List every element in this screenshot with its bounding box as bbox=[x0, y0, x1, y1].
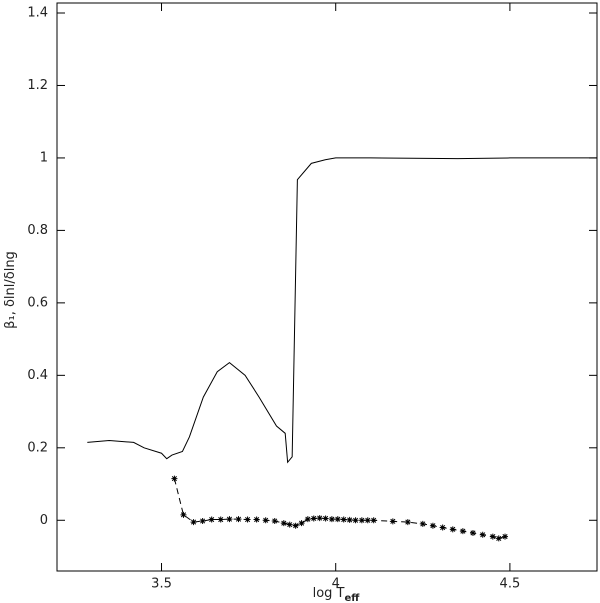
y-tick-label: 0.4 bbox=[27, 368, 48, 383]
x-tick-label: 4.5 bbox=[500, 577, 521, 592]
y-tick-label: 0.2 bbox=[27, 440, 48, 455]
asterisk-marker bbox=[304, 516, 311, 523]
x-label-sub: eff bbox=[345, 593, 361, 603]
asterisk-marker bbox=[217, 516, 224, 523]
asterisk-marker bbox=[253, 516, 260, 523]
y-tick-label: 0 bbox=[40, 513, 48, 528]
asterisk-marker bbox=[404, 519, 411, 526]
asterisk-marker bbox=[286, 521, 293, 528]
y-tick-label: 0.6 bbox=[27, 295, 48, 310]
asterisk-marker bbox=[328, 516, 335, 523]
asterisk-marker bbox=[340, 516, 347, 523]
asterisk-marker bbox=[459, 528, 466, 535]
y-tick-label: 1.2 bbox=[27, 78, 48, 93]
asterisk-marker bbox=[419, 520, 426, 527]
asterisk-marker bbox=[389, 518, 396, 525]
asterisk-marker bbox=[364, 517, 371, 524]
asterisk-marker bbox=[171, 475, 178, 482]
asterisk-marker bbox=[469, 529, 476, 536]
asterisk-marker bbox=[346, 516, 353, 523]
asterisk-marker bbox=[489, 533, 496, 540]
x-axis-label: log Teff bbox=[313, 586, 361, 603]
asterisk-marker bbox=[429, 522, 436, 529]
asterisk-marker bbox=[334, 516, 341, 523]
asterisk-marker bbox=[271, 517, 278, 524]
asterisk-marker bbox=[316, 515, 323, 522]
asterisk-marker bbox=[235, 516, 242, 523]
y-axis-label: β₁, δlnl/δlng bbox=[3, 251, 18, 329]
asterisk-marker bbox=[244, 516, 251, 523]
x-tick-label: 4 bbox=[332, 577, 340, 592]
asterisk-marker bbox=[310, 515, 317, 522]
asterisk-marker bbox=[280, 520, 287, 527]
asterisk-marker bbox=[190, 519, 197, 526]
asterisk-marker bbox=[292, 522, 299, 529]
x-tick-label: 3.5 bbox=[151, 577, 172, 592]
x-label-main: log T bbox=[313, 586, 345, 601]
asterisk-marker bbox=[352, 517, 359, 524]
y-tick-label: 1 bbox=[40, 150, 48, 165]
asterisk-marker bbox=[479, 531, 486, 538]
asterisk-marker bbox=[180, 511, 187, 518]
asterisk-marker bbox=[208, 516, 215, 523]
asterisk-marker bbox=[495, 535, 502, 542]
asterisk-marker bbox=[370, 517, 377, 524]
asterisk-marker bbox=[502, 533, 509, 540]
asterisk-marker bbox=[449, 526, 456, 533]
y-tick-label: 0.8 bbox=[27, 223, 48, 238]
asterisk-marker bbox=[322, 515, 329, 522]
asterisk-marker bbox=[298, 520, 305, 527]
asterisk-marker bbox=[358, 517, 365, 524]
asterisk-marker bbox=[439, 524, 446, 531]
asterisk-marker bbox=[262, 517, 269, 524]
asterisk-marker bbox=[199, 517, 206, 524]
series-line bbox=[173, 478, 506, 539]
asterisk-marker bbox=[226, 516, 233, 523]
plot-frame bbox=[56, 2, 598, 572]
y-tick-label: 1.4 bbox=[27, 6, 48, 21]
series-line bbox=[87, 157, 597, 464]
